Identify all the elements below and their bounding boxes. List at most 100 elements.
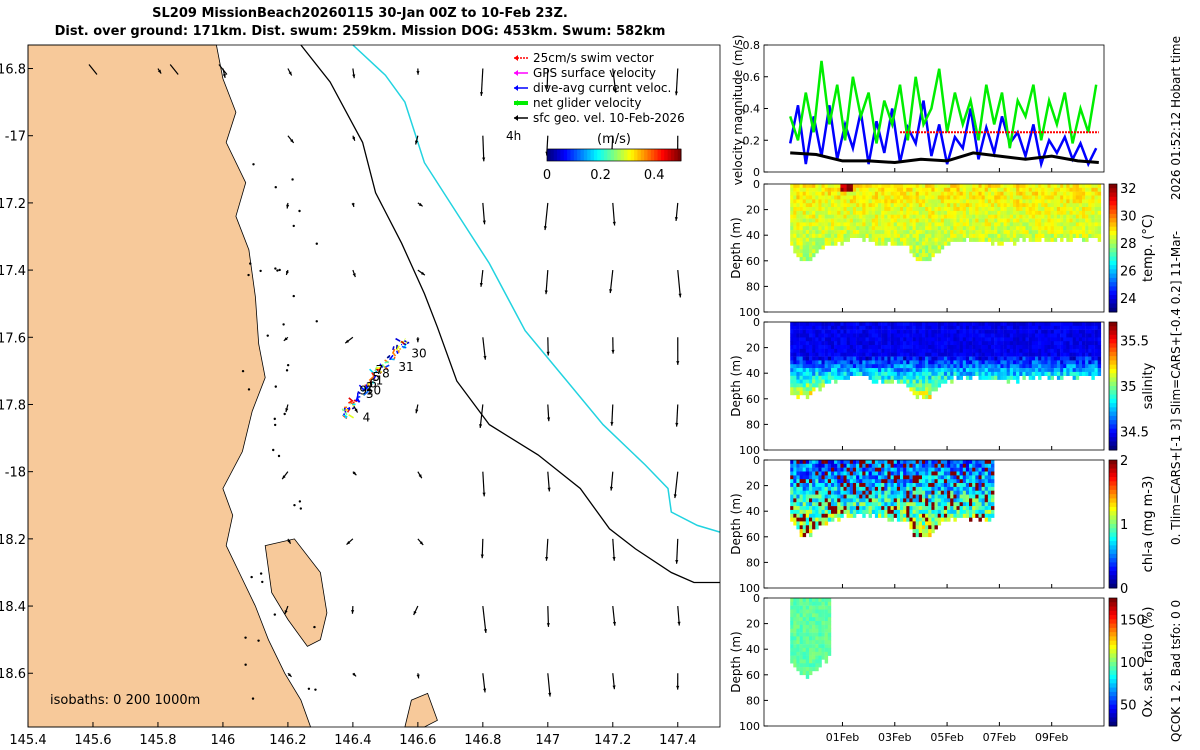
chlorophyll-cell bbox=[947, 513, 951, 518]
salinity-cell bbox=[956, 348, 960, 353]
temperature-cell bbox=[843, 195, 847, 200]
oxygen-cell bbox=[818, 628, 822, 633]
salinity-cell bbox=[1003, 375, 1007, 380]
temperature-cell bbox=[943, 214, 948, 219]
temperature-cell bbox=[934, 226, 938, 231]
salinity-cell bbox=[953, 371, 957, 376]
salinity-cell bbox=[1066, 368, 1070, 373]
temperature-cell bbox=[865, 230, 869, 235]
salinity-cell bbox=[868, 345, 872, 350]
temperature-cell bbox=[799, 241, 803, 246]
temperature-cell bbox=[931, 245, 935, 250]
chlorophyll-cell bbox=[947, 517, 951, 522]
salinity-cell bbox=[831, 352, 835, 357]
salinity-cell bbox=[1082, 364, 1086, 369]
salinity-cell bbox=[815, 368, 819, 373]
chlorophyll-cell bbox=[827, 509, 832, 514]
chlorophyll-cell bbox=[843, 486, 847, 491]
dive-avg-vector bbox=[396, 350, 399, 354]
salinity-cell bbox=[912, 360, 916, 365]
chlorophyll-cell bbox=[928, 502, 932, 507]
temperature-cell bbox=[987, 233, 992, 238]
oxygen-cell bbox=[799, 640, 803, 645]
chlorophyll-cell bbox=[802, 494, 807, 499]
temperature-cell bbox=[909, 191, 913, 196]
geo-velocity-arrowhead bbox=[547, 487, 551, 492]
chlorophyll-cell bbox=[827, 460, 832, 465]
salinity-cell bbox=[815, 375, 819, 380]
geo-velocity-arrow bbox=[609, 270, 614, 294]
temperature-cell bbox=[962, 191, 967, 196]
chlorophyll-cell bbox=[790, 513, 794, 518]
salinity-cell bbox=[928, 322, 932, 327]
salinity-cell bbox=[906, 379, 910, 384]
salinity-cell bbox=[1066, 360, 1070, 365]
salinity-cell bbox=[1060, 333, 1064, 338]
chlorophyll-cell bbox=[827, 517, 832, 522]
chlorophyll-cell bbox=[796, 486, 800, 491]
chlorophyll-cell bbox=[846, 463, 850, 468]
temperature-cell bbox=[818, 218, 822, 223]
temperature-cell bbox=[981, 218, 985, 223]
salinity-cell bbox=[947, 348, 951, 353]
oxygen-cell bbox=[805, 617, 810, 622]
salinity-cell bbox=[981, 356, 985, 361]
salinity-cell bbox=[815, 325, 819, 330]
legend-arrowhead bbox=[514, 85, 518, 91]
chlorophyll-cell bbox=[831, 460, 835, 465]
salinity-cell bbox=[896, 371, 901, 376]
salinity-cell bbox=[1097, 368, 1102, 373]
chlorophyll-cell bbox=[978, 513, 982, 518]
track-segment bbox=[375, 366, 381, 370]
salinity-cell bbox=[962, 322, 967, 327]
chlorophyll-cell bbox=[809, 471, 813, 476]
temperature-cell bbox=[959, 226, 963, 231]
temperature-cell bbox=[849, 230, 854, 235]
oxygen-cell bbox=[821, 655, 825, 660]
oxygen-cell bbox=[809, 628, 813, 633]
salinity-cell bbox=[843, 341, 847, 346]
salinity-cell bbox=[871, 368, 876, 373]
temperature-cell bbox=[903, 241, 907, 246]
chlorophyll-cell bbox=[859, 506, 863, 511]
salinity-cell bbox=[1031, 352, 1036, 357]
oxygen-cell bbox=[815, 598, 819, 603]
temperature-cell bbox=[900, 218, 904, 223]
salinity-cell bbox=[1075, 329, 1080, 334]
temperature-cell bbox=[1056, 226, 1061, 231]
salinity-cell bbox=[987, 356, 992, 361]
salinity-cell bbox=[1031, 345, 1036, 350]
salinity-cell bbox=[1022, 329, 1026, 334]
temperature-cell bbox=[799, 203, 803, 208]
chlorophyll-cell bbox=[962, 486, 967, 491]
chlorophyll-cell bbox=[831, 467, 835, 472]
salinity-cell bbox=[856, 368, 860, 373]
salinity-cell bbox=[896, 348, 901, 353]
oxygen-cell bbox=[799, 628, 803, 633]
chlorophyll-cell bbox=[859, 475, 863, 480]
chlorophyll-cell bbox=[852, 475, 857, 480]
salinity-cell bbox=[852, 341, 857, 346]
salinity-cell bbox=[865, 322, 869, 327]
temperature-cell bbox=[1038, 214, 1042, 219]
temperature-cell bbox=[1047, 207, 1051, 212]
temperature-cell bbox=[1003, 184, 1007, 189]
salinity-cell bbox=[802, 387, 807, 392]
temperature-cell bbox=[799, 233, 803, 238]
temperature-cell bbox=[874, 184, 879, 189]
temperature-cell bbox=[843, 237, 847, 242]
geo-velocity-arrowhead bbox=[283, 337, 288, 341]
chlorophyll-cell bbox=[802, 463, 807, 468]
temperature-cell bbox=[981, 230, 985, 235]
temperature-cell bbox=[1053, 230, 1058, 235]
salinity-cell bbox=[1094, 337, 1098, 342]
chlorophyll-cell bbox=[890, 517, 894, 522]
temperature-cell bbox=[956, 210, 960, 215]
oxygen-cell bbox=[802, 601, 807, 606]
temperature-cell bbox=[827, 195, 832, 200]
chlorophyll-cell bbox=[987, 498, 992, 503]
salinity-cell bbox=[1078, 329, 1083, 334]
salinity-cell bbox=[890, 348, 894, 353]
salinity-cell bbox=[796, 371, 800, 376]
chlorophyll-cell bbox=[950, 460, 954, 465]
